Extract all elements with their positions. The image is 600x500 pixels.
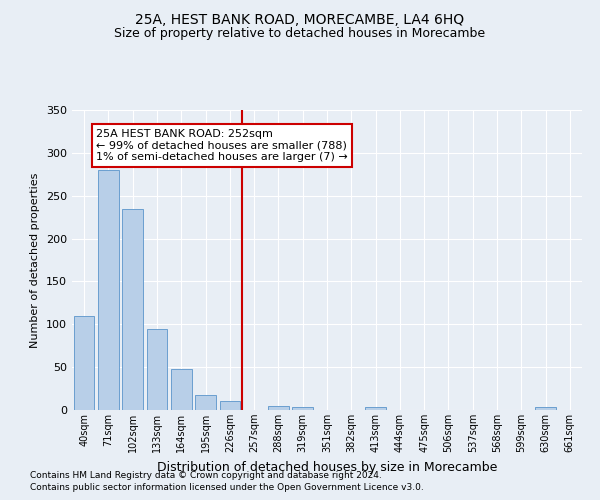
Bar — [292, 408, 313, 410]
Y-axis label: Number of detached properties: Number of detached properties — [31, 172, 40, 348]
Bar — [146, 328, 167, 410]
Text: Contains HM Land Registry data © Crown copyright and database right 2024.: Contains HM Land Registry data © Crown c… — [30, 471, 382, 480]
Bar — [220, 400, 240, 410]
Text: Size of property relative to detached houses in Morecambe: Size of property relative to detached ho… — [115, 28, 485, 40]
Bar — [98, 170, 119, 410]
Bar — [365, 408, 386, 410]
X-axis label: Distribution of detached houses by size in Morecambe: Distribution of detached houses by size … — [157, 460, 497, 473]
Text: 25A, HEST BANK ROAD, MORECAMBE, LA4 6HQ: 25A, HEST BANK ROAD, MORECAMBE, LA4 6HQ — [136, 12, 464, 26]
Text: 25A HEST BANK ROAD: 252sqm
← 99% of detached houses are smaller (788)
1% of semi: 25A HEST BANK ROAD: 252sqm ← 99% of deta… — [96, 129, 348, 162]
Text: Contains public sector information licensed under the Open Government Licence v3: Contains public sector information licen… — [30, 484, 424, 492]
Bar — [171, 369, 191, 410]
Bar — [74, 316, 94, 410]
Bar — [268, 406, 289, 410]
Bar — [122, 208, 143, 410]
Bar — [535, 408, 556, 410]
Bar — [195, 396, 216, 410]
